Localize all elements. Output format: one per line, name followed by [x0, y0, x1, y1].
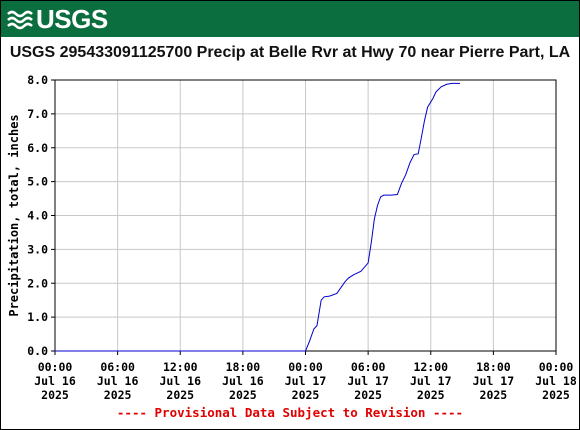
x-tick-label: 06:00 Jul 17 2025	[347, 360, 389, 402]
x-tick-label: 12:00 Jul 16 2025	[159, 360, 201, 402]
x-tick-year: 2025	[41, 388, 69, 402]
x-tick-time: 00:00	[288, 360, 323, 374]
x-tick-time: 06:00	[100, 360, 135, 374]
x-tick-year: 2025	[417, 388, 445, 402]
x-tick-date: Jul 17	[285, 374, 327, 388]
x-tick-date: Jul 16	[159, 374, 201, 388]
y-tick-label: 2.0	[27, 276, 48, 290]
y-axis-ticks: 0.0 1.0 2.0 3.0 4.0 5.0 6.0 7.0 8.0	[27, 73, 55, 358]
x-tick-year: 2025	[354, 388, 382, 402]
x-tick-label: 00:00 Jul 18 2025	[535, 360, 577, 402]
x-tick-label: 00:00 Jul 17 2025	[285, 360, 327, 402]
chart-title: USGS 295433091125700 Precip at Belle Rvr…	[9, 44, 571, 61]
x-tick-time: 12:00	[413, 360, 448, 374]
x-tick-date: Jul 16	[222, 374, 264, 388]
x-tick-label: 00:00 Jul 16 2025	[34, 360, 76, 402]
usgs-logo-text: USGS	[36, 3, 108, 34]
x-tick-date: Jul 17	[473, 374, 515, 388]
x-tick-date: Jul 16	[34, 374, 76, 388]
y-tick-label: 8.0	[27, 73, 48, 87]
y-tick-label: 0.0	[27, 344, 48, 358]
y-axis-label: Precipitation, total, inches	[7, 114, 21, 316]
x-tick-year: 2025	[104, 388, 132, 402]
y-tick-label: 5.0	[27, 175, 48, 189]
x-tick-label: 06:00 Jul 16 2025	[97, 360, 139, 402]
x-tick-time: 00:00	[38, 360, 73, 374]
x-tick-year: 2025	[166, 388, 194, 402]
x-tick-year: 2025	[542, 388, 570, 402]
precipitation-series-line	[55, 82, 460, 352]
provisional-data-note: ---- Provisional Data Subject to Revisio…	[116, 405, 464, 420]
x-tick-label: 12:00 Jul 17 2025	[410, 360, 452, 402]
x-tick-date: Jul 18	[535, 374, 577, 388]
x-tick-date: Jul 17	[347, 374, 389, 388]
y-tick-label: 3.0	[27, 242, 48, 256]
x-tick-label: 18:00 Jul 17 2025	[473, 360, 515, 402]
usgs-wave-icon	[7, 10, 33, 30]
x-tick-year: 2025	[229, 388, 257, 402]
y-tick-label: 1.0	[27, 310, 48, 324]
x-tick-label: 18:00 Jul 16 2025	[222, 360, 264, 402]
usgs-logo[interactable]: USGS	[7, 3, 108, 34]
y-tick-label: 6.0	[27, 141, 48, 155]
x-tick-year: 2025	[292, 388, 320, 402]
grid-layer	[54, 79, 557, 352]
y-tick-label: 4.0	[27, 209, 48, 223]
usgs-header-bar: USGS	[1, 1, 579, 37]
x-tick-date: Jul 16	[97, 374, 139, 388]
x-tick-date: Jul 17	[410, 374, 452, 388]
x-tick-time: 06:00	[351, 360, 386, 374]
x-tick-year: 2025	[480, 388, 508, 402]
x-tick-time: 00:00	[539, 360, 574, 374]
x-tick-time: 12:00	[163, 360, 198, 374]
x-tick-time: 18:00	[476, 360, 511, 374]
y-tick-label: 7.0	[27, 107, 48, 121]
x-tick-time: 18:00	[226, 360, 261, 374]
